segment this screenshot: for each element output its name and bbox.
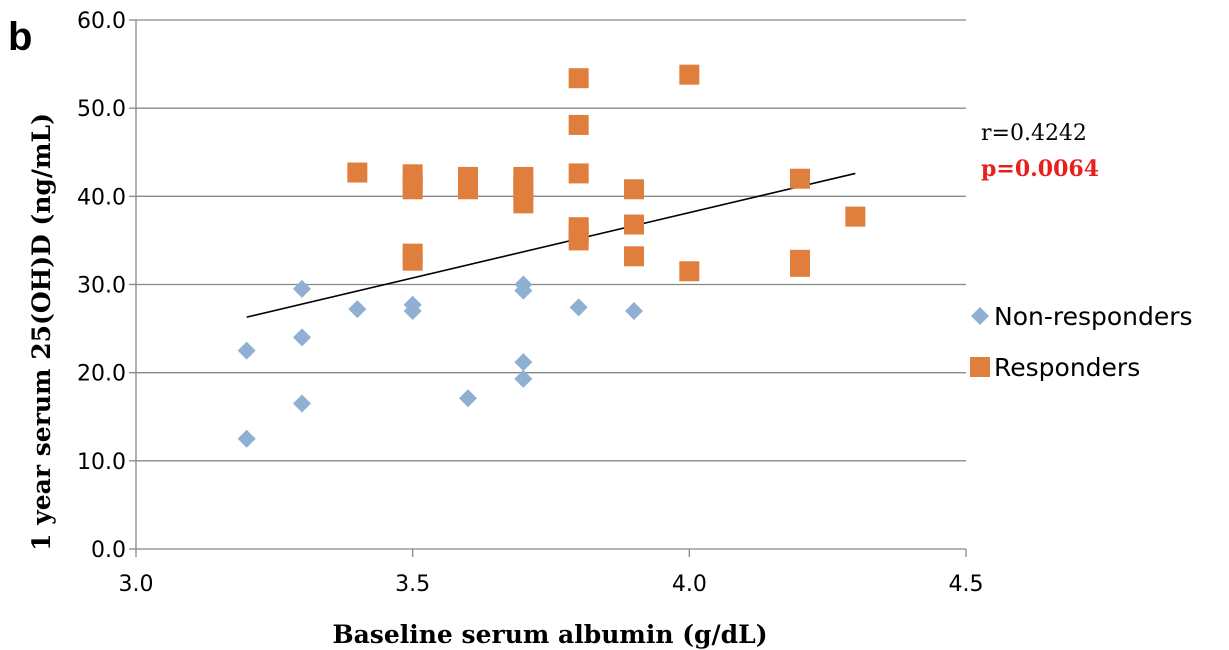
non-responder-point (514, 353, 533, 372)
x-tick-labels: 3.0 3.5 4.0 4.5 (119, 572, 984, 597)
x-axis-title: Baseline serum albumin (g/dL) (332, 620, 767, 649)
legend: Non-responders Responders (970, 302, 1193, 382)
gridlines (136, 19, 966, 462)
data-points (237, 64, 866, 448)
non-responder-point (237, 341, 256, 360)
responder-point (624, 214, 644, 235)
responder-point (568, 114, 589, 135)
responder-point (845, 206, 866, 227)
y-tick-label: 60.0 (77, 9, 126, 34)
p-value-text: p=0.0064 (981, 156, 1099, 182)
trendline (246, 172, 856, 318)
y-tick-label: 0.0 (91, 538, 126, 563)
non-responder-point (514, 369, 533, 388)
responder-point (513, 193, 534, 214)
panel-letter: b (8, 15, 32, 59)
legend-label: Responders (994, 353, 1140, 382)
responder-point (624, 246, 644, 267)
y-axis-title: 1 year serum 25(OH)D (ng/mL) (27, 113, 56, 551)
non-responder-point (237, 429, 256, 448)
non-responder-point (459, 389, 477, 408)
x-tick-label: 4.0 (672, 572, 707, 597)
non-responder-point (293, 279, 311, 298)
x-tick-label: 3.5 (395, 572, 430, 597)
non-responder-point (514, 281, 533, 300)
responder-point (679, 64, 700, 85)
non-responder-point (348, 300, 367, 319)
y-tick-label: 10.0 (77, 450, 126, 475)
responder-point (624, 179, 644, 200)
trendline-group (246, 172, 856, 318)
responder-point (347, 162, 368, 183)
responder-point (679, 261, 700, 282)
x-tick-label: 4.5 (949, 572, 984, 597)
y-tick-label: 40.0 (77, 185, 126, 210)
non-responder-point (293, 394, 311, 413)
y-tick-label: 30.0 (77, 274, 126, 299)
non-responder-point (625, 301, 643, 320)
legend-diamond-icon (971, 307, 989, 325)
stats-annotation: r=0.4242 p=0.0064 (981, 121, 1099, 182)
responder-point (790, 256, 810, 277)
responder-point (790, 168, 810, 189)
y-tick-label: 50.0 (77, 97, 126, 122)
non-responder-point (403, 301, 422, 320)
non-responder-point (293, 328, 311, 347)
x-tick-label: 3.0 (119, 572, 154, 597)
responder-point (568, 163, 589, 184)
y-tick-labels: 0.0 10.0 20.0 30.0 40.0 50.0 60.0 (77, 9, 126, 563)
responder-point (568, 230, 589, 251)
y-tick-label: 20.0 (77, 362, 126, 387)
responder-point (402, 179, 423, 200)
r-value-text: r=0.4242 (981, 121, 1087, 146)
non-responder-point (569, 298, 588, 317)
responder-point (402, 250, 423, 271)
responder-point (568, 68, 589, 89)
axes (129, 19, 967, 557)
legend-label: Non-responders (994, 302, 1193, 331)
legend-square-icon (970, 357, 990, 377)
responder-point (458, 179, 478, 200)
